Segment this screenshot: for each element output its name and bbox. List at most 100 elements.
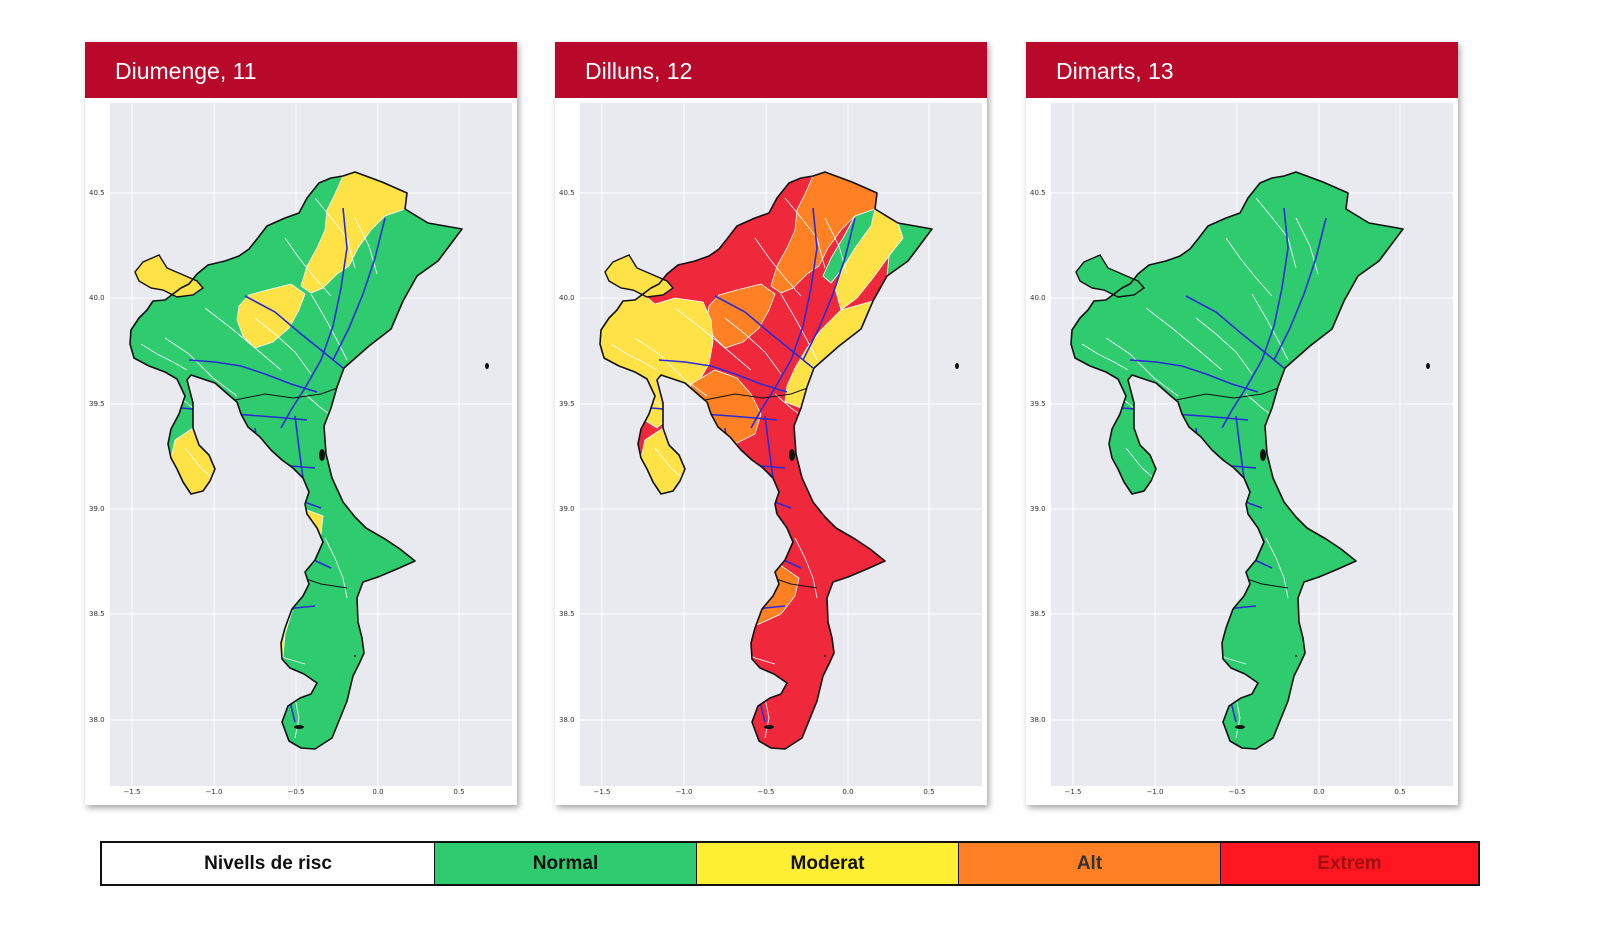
risk-map-sunday: −1.5 −1.0 −0.5 0.0 0.5 40.5 40.0 39.5 39.0 38.5 38… [89,103,512,796]
y-tick-label: 38.5 [559,610,575,618]
small-islet [824,655,826,657]
x-tick-label: 0.5 [1394,788,1405,796]
municipal-boundary [1295,217,1319,275]
municipal-boundary [674,307,752,371]
risk-level-legend: Nivells de risc Normal Moderat Alt Extre… [100,841,1480,886]
municipal-boundary [140,343,188,371]
tabarca-island [1235,725,1245,729]
municipal-boundary [354,217,378,275]
x-tick-label: 0.0 [1313,788,1324,796]
x-tick-label: −1.5 [594,788,611,796]
enclave-outline [604,254,675,298]
municipal-boundary [780,293,818,361]
y-tick-label: 39.5 [89,400,105,408]
x-tick-label: −0.5 [1229,788,1246,796]
province-boundary [704,385,814,401]
y-tick-label: 40.5 [559,189,575,197]
region-outline [599,171,933,750]
columbretes-islands [485,363,489,369]
zone-nord-ports [822,208,876,284]
municipal-boundary [634,337,708,397]
tabarca-island [764,725,774,729]
province-boundary [234,385,344,401]
district-boundary [244,295,344,369]
municipal-boundary [310,293,348,361]
y-tick-label: 40.0 [1030,294,1046,302]
x-tick-label: −1.0 [1147,788,1164,796]
legend-extrem: Extrem [1220,843,1478,884]
legend-normal: Normal [434,843,696,884]
municipal-boundary [1255,197,1297,269]
municipal-boundary [1195,317,1253,375]
panel-header: Dimarts, 13 [1026,42,1458,98]
x-tick-label: 0.0 [842,788,853,796]
legend-moderat: Moderat [696,843,958,884]
district-boundary [188,359,318,393]
small-islet [354,655,356,657]
x-tick-label: −0.5 [288,788,305,796]
x-tick-label: 0.5 [453,788,464,796]
municipal-boundary [1225,237,1273,297]
municipal-boundary [1081,343,1129,371]
district-boundary [332,217,386,361]
x-tick-label: −0.5 [758,788,775,796]
risk-map-monday: −1.5 −1.0 −0.5 0.0 0.5 40.5 40.0 39.5 39.0 38.5 38… [559,103,982,796]
municipal-boundary [1105,337,1179,397]
y-tick-label: 38.0 [1030,716,1046,724]
municipal-boundary [1251,293,1289,361]
municipal-boundary [610,343,658,371]
region-enclave [1076,255,1144,297]
forecast-panel-sunday: Diumenge, 11 −1.5 −1.0 −0.5 0.0 0.5 40.5 40.0 3… [85,42,517,805]
y-tick-label: 39.5 [1030,400,1046,408]
y-tick-label: 40.5 [1030,189,1046,197]
legend-alt: Alt [958,843,1220,884]
municipal-boundary [314,197,356,269]
y-tick-label: 39.0 [89,505,105,513]
district-boundary [280,207,348,429]
y-tick-label: 38.5 [89,610,105,618]
x-tick-label: 0.0 [372,788,383,796]
district-boundary [750,207,818,429]
region-outline [1070,171,1404,750]
municipal-boundary [824,217,848,275]
panel-title: Dimarts, 13 [1056,58,1174,84]
forecast-panel-monday: Dilluns, 12 −1.5 −1.0 −0.5 0.0 0.5 40.5 40.0 39… [555,42,987,805]
district-boundary [802,217,856,361]
y-tick-label: 39.5 [559,400,575,408]
province-boundary [1175,385,1285,401]
y-tick-label: 38.5 [1030,610,1046,618]
y-tick-label: 40.0 [89,294,105,302]
municipal-boundary [254,317,312,375]
enclave-outline [134,254,205,298]
municipal-boundary [284,237,332,297]
small-islet [1295,655,1297,657]
municipal-boundary [754,237,802,297]
albufera [319,449,325,461]
albufera [1260,449,1266,461]
panel-header: Dilluns, 12 [555,42,987,98]
region-base [130,172,462,749]
y-tick-label: 39.0 [559,505,575,513]
municipal-boundary [784,197,826,269]
panel-title: Dilluns, 12 [585,58,693,84]
municipal-boundary [204,307,282,371]
y-tick-label: 38.0 [559,716,575,724]
tabarca-island [294,725,304,729]
region-outline [129,171,463,750]
district-boundary [1221,207,1289,429]
x-tick-label: −1.0 [206,788,223,796]
albufera [789,449,795,461]
y-tick-label: 40.0 [559,294,575,302]
columbretes-islands [955,363,959,369]
district-boundary [714,295,814,369]
x-tick-label: −1.5 [124,788,141,796]
region-base [1071,172,1403,749]
municipal-boundary [724,317,782,375]
enclave-outline [1075,254,1146,298]
district-boundary [658,359,788,393]
municipal-boundary [164,337,238,397]
district-boundary [1129,359,1259,393]
panel-header: Diumenge, 11 [85,42,517,98]
panel-title: Diumenge, 11 [115,58,257,84]
district-boundary [1185,295,1285,369]
